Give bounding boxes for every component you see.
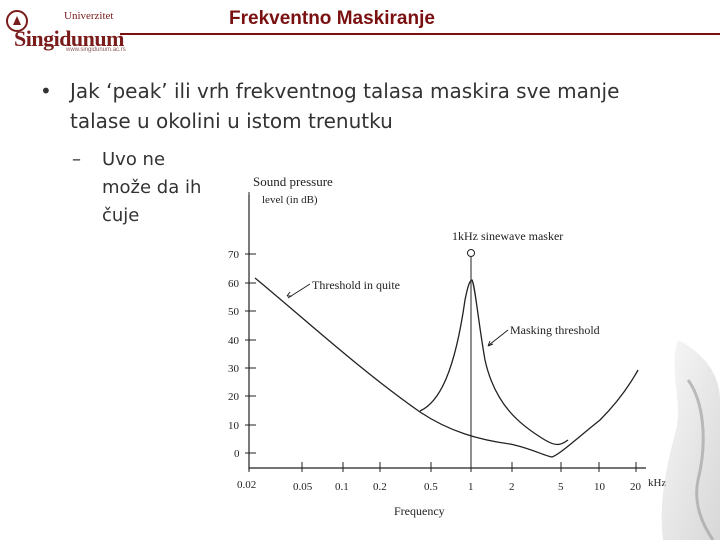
logo-url: www.singidunum.ac.rs [66, 47, 126, 53]
y-axis-label-line2: level (in dB) [262, 194, 318, 206]
bullet-marker: • [40, 79, 52, 103]
masker-label: 1kHz sinewave masker [452, 229, 563, 243]
x-tick-label: 0.2 [373, 481, 387, 493]
logo-text-main: Singidunum [14, 26, 124, 51]
y-tick-label: 0 [234, 448, 240, 460]
masking-threshold-leader [488, 329, 509, 346]
arrow-icon [487, 340, 494, 347]
masker-marker [467, 249, 475, 257]
masking-threshold-curve [419, 279, 569, 446]
arrow-icon [286, 291, 292, 297]
x-tick-label: 0.05 [293, 481, 313, 493]
y-tick-label: 10 [228, 420, 240, 432]
y-tick-label: 20 [228, 391, 240, 403]
logo-text-top: Univerzitet [64, 10, 114, 22]
threshold-quiet-label: Threshold in quite [312, 278, 400, 292]
title-underline [120, 33, 720, 35]
x-tick-label: 10 [594, 481, 606, 493]
logo-seal-icon [6, 10, 28, 32]
x-tick-label: 0.5 [424, 481, 438, 493]
x-tick-label: 5 [558, 481, 564, 493]
y-axis-label-line1: Sound pressure [253, 174, 333, 189]
decorative-corner-image [661, 340, 720, 540]
x-tick-label: 20 [630, 481, 642, 493]
sub-bullet-marker: – [72, 149, 81, 170]
x-axis-unit: kHz [648, 477, 666, 489]
university-logo: Univerzitet Singidunum www.singidunum.ac… [6, 8, 126, 53]
y-tick-label: 40 [228, 335, 240, 347]
masking-threshold-label: Masking threshold [510, 323, 600, 337]
x-tick-label: 0.02 [237, 479, 256, 491]
x-tick-label: 0.1 [335, 481, 349, 493]
x-tick-label: 1 [468, 481, 474, 493]
slide-title: Frekventno Maskiranje [229, 8, 435, 29]
threshold-in-quiet-curve [254, 277, 639, 458]
sub-bullet-text: Uvo ne može da ih čuje [102, 149, 202, 226]
x-tick-label: 2 [509, 481, 515, 493]
y-tick-label: 30 [228, 363, 240, 375]
x-axis-label: Frequency [394, 504, 445, 518]
y-tick-label: 50 [228, 306, 240, 318]
slide-header: Univerzitet Singidunum www.singidunum.ac… [0, 0, 720, 56]
bullet-text: Jak ‘peak’ ili vrh frekventnog talasa ma… [70, 79, 620, 133]
y-tick-label: 60 [228, 278, 240, 290]
y-tick-label: 70 [228, 249, 240, 261]
